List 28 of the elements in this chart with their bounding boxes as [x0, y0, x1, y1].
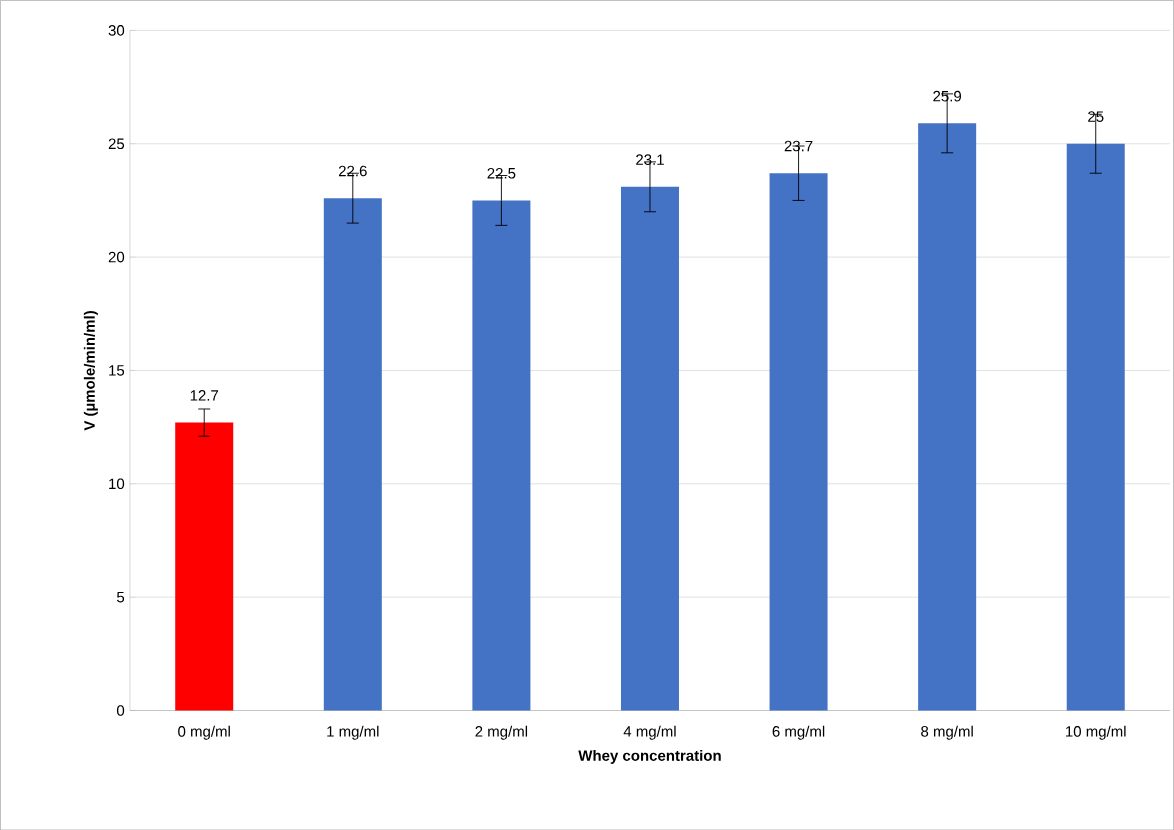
bar [918, 123, 977, 711]
bar [472, 200, 531, 711]
x-tick-label: 6 mg/ml [772, 725, 825, 740]
data-label: 23.7 [784, 140, 813, 152]
x-tick-label: 2 mg/ml [475, 725, 528, 740]
y-tick-label: 25 [108, 138, 125, 149]
x-tick-label: 10 mg/ml [1066, 725, 1126, 740]
data-label: 22.5 [487, 167, 516, 179]
y-tick-label: 15 [109, 365, 125, 376]
y-axis-title: V (µmole/min/ml) [83, 310, 98, 431]
x-tick-label: 4 mg/ml [623, 725, 676, 740]
bar [1066, 143, 1125, 711]
x-axis-title: Whey concentration [578, 749, 721, 764]
bar [175, 422, 234, 711]
y-tick-label: 5 [116, 591, 125, 603]
data-label: 23.1 [636, 154, 664, 165]
bar [323, 197, 382, 711]
y-tick-label: 30 [108, 24, 125, 36]
data-label: 22.6 [338, 165, 367, 177]
x-tick-label: 0 mg/ml [178, 725, 230, 740]
y-tick-label: 20 [108, 251, 125, 263]
data-label: 12.7 [190, 389, 219, 401]
x-tick-label: 1 mg/ml [327, 725, 379, 740]
bar [620, 186, 679, 711]
x-tick-label: 8 mg/ml [921, 725, 973, 740]
y-tick-label: 10 [109, 478, 125, 489]
y-tick-label: 0 [116, 704, 125, 716]
bar [769, 173, 828, 711]
